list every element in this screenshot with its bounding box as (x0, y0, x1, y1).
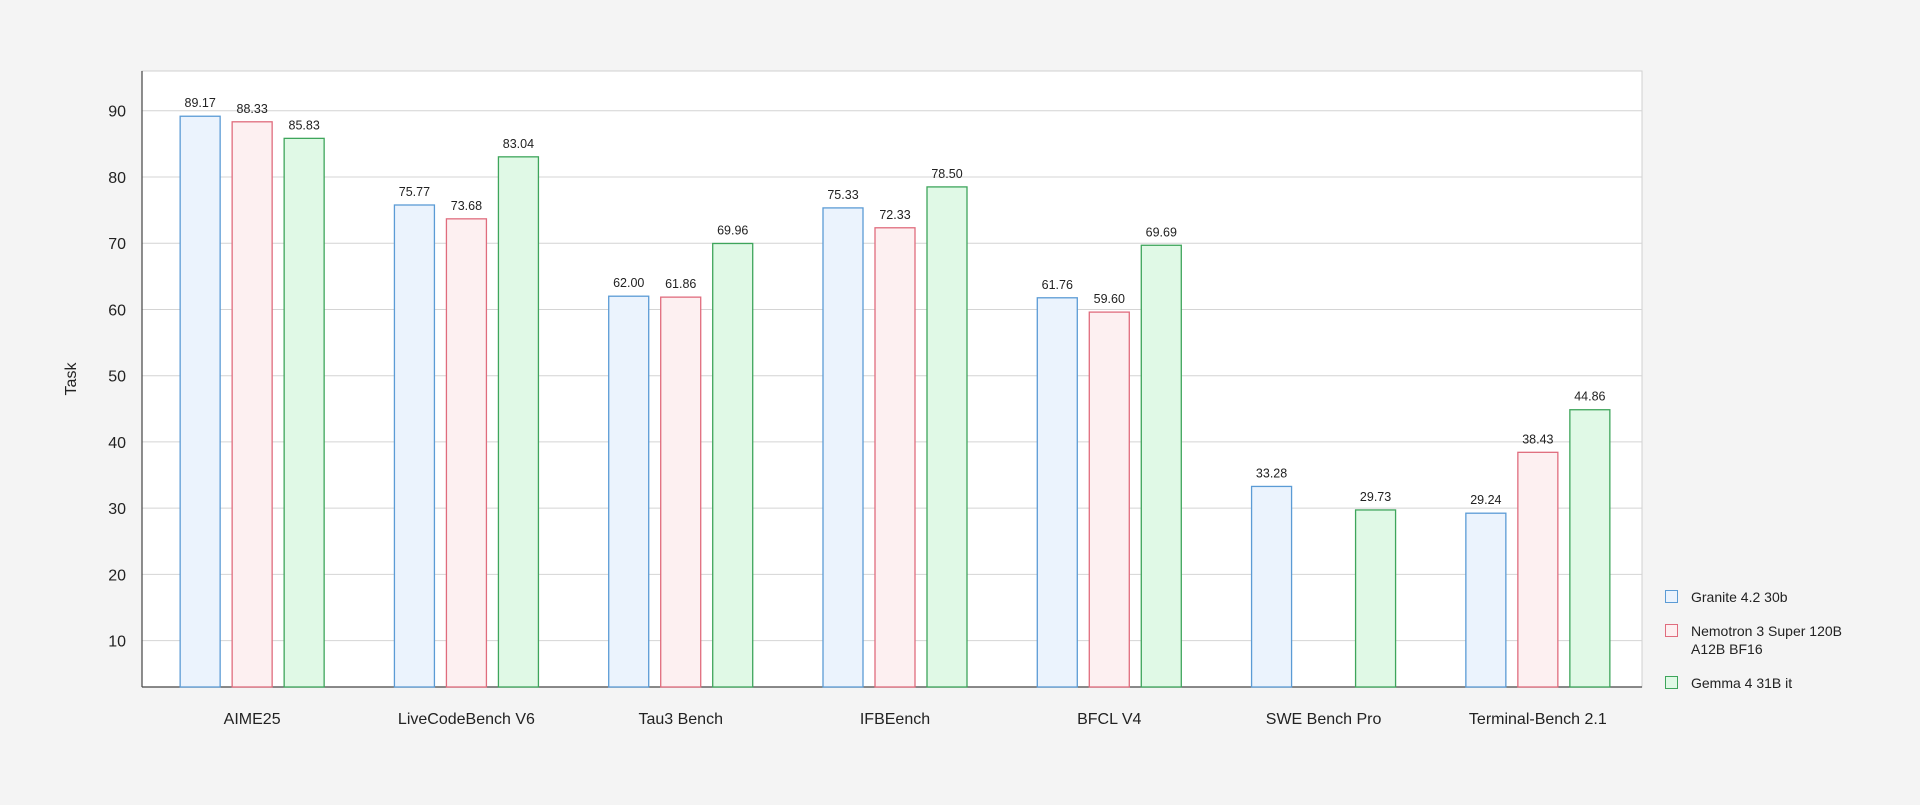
bar-s2-c0 (283, 137, 325, 688)
data-label-s2-c1: 83.04 (503, 137, 534, 151)
bar-s1-c0 (231, 121, 273, 688)
bar-s0-c3 (822, 207, 864, 688)
legend-swatch-gemma (1665, 676, 1678, 689)
x-tick-label-0: AIME25 (224, 711, 281, 728)
legend-label-granite: Granite 4.2 30b (1691, 589, 1788, 605)
x-tick-label-2: Tau3 Bench (638, 711, 723, 728)
bar-s2-c4 (1140, 244, 1182, 688)
data-label-s2-c2: 69.96 (717, 223, 748, 237)
y-tick-label-70: 70 (108, 236, 126, 253)
data-label-s1-c6: 38.43 (1522, 432, 1553, 446)
x-tick-label-6: Terminal-Bench 2.1 (1469, 711, 1607, 728)
bar-s0-c2 (608, 295, 650, 688)
x-tick-label-5: SWE Bench Pro (1266, 711, 1382, 728)
legend: Granite 4.2 30b Nemotron 3 Super 120B A1… (1665, 588, 1905, 708)
data-label-s1-c4: 59.60 (1094, 292, 1125, 306)
data-label-s0-c5: 33.28 (1256, 466, 1287, 480)
legend-item-granite[interactable]: Granite 4.2 30b (1665, 588, 1905, 606)
data-label-s0-c6: 29.24 (1470, 493, 1501, 507)
data-label-s1-c1: 73.68 (451, 199, 482, 213)
bar-s0-c1 (393, 204, 436, 688)
data-label-s2-c0: 85.83 (289, 118, 320, 132)
data-label-s1-c2: 61.86 (665, 277, 696, 291)
legend-item-nemotron[interactable]: Nemotron 3 Super 120B A12B BF16 (1665, 622, 1905, 658)
data-label-s0-c1: 75.77 (399, 185, 430, 199)
bar-s2-c5 (1354, 509, 1397, 688)
y-tick-label-40: 40 (108, 435, 126, 452)
data-label-s0-c0: 89.17 (185, 96, 216, 110)
y-tick-label-20: 20 (108, 567, 126, 584)
bar-s2-c3 (926, 186, 968, 688)
data-label-s0-c4: 61.76 (1042, 278, 1073, 292)
y-axis-label: Task (63, 362, 80, 396)
legend-swatch-granite (1665, 590, 1678, 603)
bar-s2-c6 (1569, 409, 1611, 688)
x-tick-label-1: LiveCodeBench V6 (398, 711, 535, 728)
y-tick-label-50: 50 (108, 369, 126, 386)
x-tick-label-4: BFCL V4 (1077, 711, 1141, 728)
bar-s1-c4 (1088, 311, 1130, 688)
bar-s0-c5 (1250, 485, 1293, 688)
data-label-s0-c3: 75.33 (827, 188, 858, 202)
bar-s2-c2 (712, 242, 754, 688)
legend-label-gemma: Gemma 4 31B it (1691, 675, 1793, 691)
data-label-s2-c4: 69.69 (1146, 225, 1177, 239)
bar-s0-c6 (1465, 512, 1507, 688)
bar-s1-c2 (660, 296, 702, 688)
legend-swatch-nemotron (1665, 624, 1678, 637)
bar-s1-c6 (1517, 451, 1559, 688)
bar-s0-c4 (1036, 297, 1078, 688)
legend-label-nemotron: Nemotron 3 Super 120B A12B BF16 (1691, 623, 1842, 657)
data-label-s1-c0: 88.33 (237, 102, 268, 116)
x-tick-label-3: IFBEench (860, 711, 930, 728)
y-tick-label-90: 90 (108, 104, 126, 121)
data-label-s0-c2: 62.00 (613, 276, 644, 290)
y-tick-label-30: 30 (108, 501, 126, 518)
data-label-s2-c3: 78.50 (931, 167, 962, 181)
bar-s0-c0 (179, 115, 221, 688)
y-tick-label-60: 60 (108, 302, 126, 319)
data-label-s2-c6: 44.86 (1574, 390, 1605, 404)
y-tick-label-10: 10 (108, 634, 126, 651)
bar-s2-c1 (497, 156, 540, 688)
data-label-s1-c3: 72.33 (879, 208, 910, 222)
y-tick-label-80: 80 (108, 170, 126, 187)
legend-item-gemma[interactable]: Gemma 4 31B it (1665, 674, 1905, 692)
data-label-s2-c5: 29.73 (1360, 490, 1391, 504)
bar-s1-c3 (874, 227, 916, 688)
bar-s1-c1 (445, 218, 488, 688)
